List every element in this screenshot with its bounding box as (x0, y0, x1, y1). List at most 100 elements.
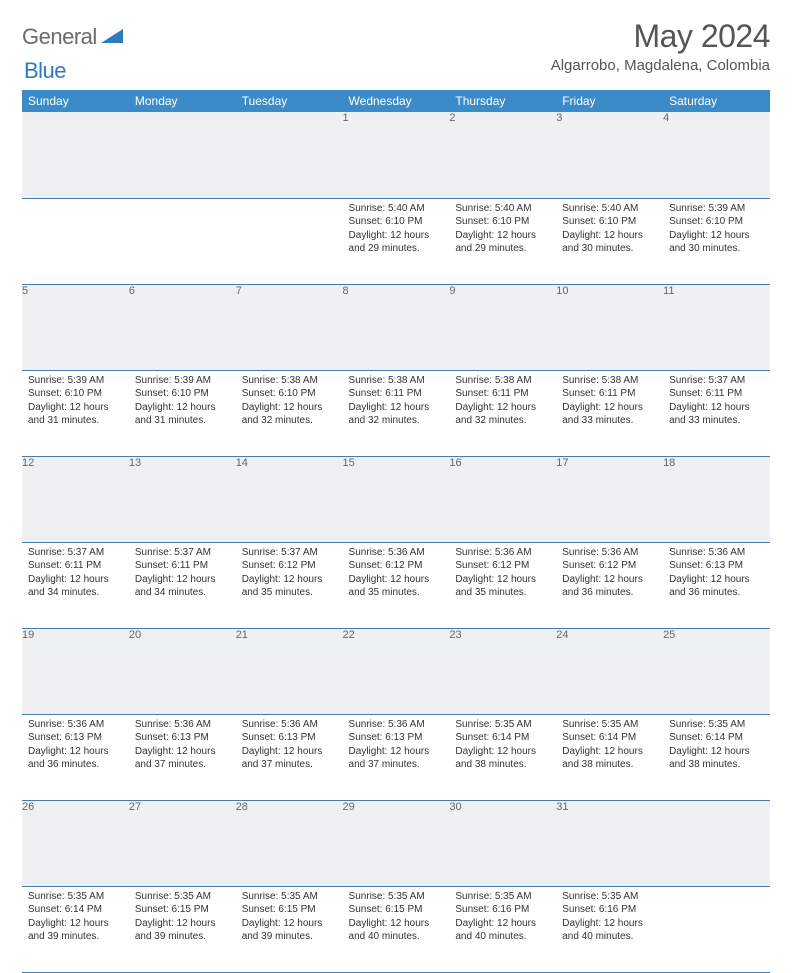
day-number: 10 (556, 284, 663, 370)
weekday-header: Friday (556, 90, 663, 112)
day-details: Sunrise: 5:35 AMSunset: 6:15 PMDaylight:… (236, 887, 343, 950)
calendar-header-row: SundayMondayTuesdayWednesdayThursdayFrid… (22, 90, 770, 112)
day-number: 14 (236, 456, 343, 542)
day-number: 24 (556, 628, 663, 714)
day-cell: Sunrise: 5:36 AMSunset: 6:12 PMDaylight:… (343, 542, 450, 628)
logo-word-general: General (22, 24, 97, 50)
logo-triangle-icon (101, 25, 123, 48)
location-text: Algarrobo, Magdalena, Colombia (551, 57, 770, 74)
day-content-row: Sunrise: 5:37 AMSunset: 6:11 PMDaylight:… (22, 542, 770, 628)
day-details: Sunrise: 5:35 AMSunset: 6:14 PMDaylight:… (663, 715, 770, 778)
day-number (129, 112, 236, 198)
day-cell: Sunrise: 5:35 AMSunset: 6:16 PMDaylight:… (556, 886, 663, 972)
day-cell (22, 198, 129, 284)
day-cell: Sunrise: 5:35 AMSunset: 6:14 PMDaylight:… (449, 714, 556, 800)
day-details: Sunrise: 5:39 AMSunset: 6:10 PMDaylight:… (663, 199, 770, 262)
day-number: 17 (556, 456, 663, 542)
day-number: 12 (22, 456, 129, 542)
day-number (22, 112, 129, 198)
day-details: Sunrise: 5:37 AMSunset: 6:11 PMDaylight:… (22, 543, 129, 606)
day-number: 9 (449, 284, 556, 370)
day-cell: Sunrise: 5:40 AMSunset: 6:10 PMDaylight:… (449, 198, 556, 284)
day-cell: Sunrise: 5:36 AMSunset: 6:13 PMDaylight:… (22, 714, 129, 800)
day-number: 20 (129, 628, 236, 714)
day-details: Sunrise: 5:35 AMSunset: 6:15 PMDaylight:… (343, 887, 450, 950)
day-number (236, 112, 343, 198)
weekday-header: Thursday (449, 90, 556, 112)
day-number: 26 (22, 800, 129, 886)
day-details: Sunrise: 5:38 AMSunset: 6:11 PMDaylight:… (449, 371, 556, 434)
day-cell: Sunrise: 5:36 AMSunset: 6:13 PMDaylight:… (343, 714, 450, 800)
day-cell: Sunrise: 5:35 AMSunset: 6:15 PMDaylight:… (236, 886, 343, 972)
weekday-header: Saturday (663, 90, 770, 112)
day-details: Sunrise: 5:35 AMSunset: 6:14 PMDaylight:… (22, 887, 129, 950)
day-cell: Sunrise: 5:38 AMSunset: 6:11 PMDaylight:… (556, 370, 663, 456)
day-number: 28 (236, 800, 343, 886)
day-number: 4 (663, 112, 770, 198)
day-content-row: Sunrise: 5:35 AMSunset: 6:14 PMDaylight:… (22, 886, 770, 972)
day-cell: Sunrise: 5:39 AMSunset: 6:10 PMDaylight:… (22, 370, 129, 456)
day-cell: Sunrise: 5:39 AMSunset: 6:10 PMDaylight:… (663, 198, 770, 284)
day-cell: Sunrise: 5:36 AMSunset: 6:13 PMDaylight:… (663, 542, 770, 628)
day-number: 7 (236, 284, 343, 370)
day-details: Sunrise: 5:38 AMSunset: 6:10 PMDaylight:… (236, 371, 343, 434)
day-cell (236, 198, 343, 284)
day-details: Sunrise: 5:36 AMSunset: 6:13 PMDaylight:… (663, 543, 770, 606)
day-number-row: 567891011 (22, 284, 770, 370)
day-cell: Sunrise: 5:37 AMSunset: 6:12 PMDaylight:… (236, 542, 343, 628)
day-number (663, 800, 770, 886)
weekday-header: Wednesday (343, 90, 450, 112)
day-number: 5 (22, 284, 129, 370)
day-cell: Sunrise: 5:40 AMSunset: 6:10 PMDaylight:… (343, 198, 450, 284)
day-details: Sunrise: 5:35 AMSunset: 6:15 PMDaylight:… (129, 887, 236, 950)
day-number: 18 (663, 456, 770, 542)
day-details: Sunrise: 5:36 AMSunset: 6:12 PMDaylight:… (556, 543, 663, 606)
day-number: 25 (663, 628, 770, 714)
day-number: 30 (449, 800, 556, 886)
day-number: 8 (343, 284, 450, 370)
day-number: 16 (449, 456, 556, 542)
day-details: Sunrise: 5:36 AMSunset: 6:13 PMDaylight:… (22, 715, 129, 778)
day-details: Sunrise: 5:36 AMSunset: 6:13 PMDaylight:… (343, 715, 450, 778)
day-details: Sunrise: 5:37 AMSunset: 6:11 PMDaylight:… (129, 543, 236, 606)
day-number-row: 262728293031 (22, 800, 770, 886)
day-cell: Sunrise: 5:35 AMSunset: 6:14 PMDaylight:… (556, 714, 663, 800)
day-details: Sunrise: 5:36 AMSunset: 6:12 PMDaylight:… (343, 543, 450, 606)
day-content-row: Sunrise: 5:39 AMSunset: 6:10 PMDaylight:… (22, 370, 770, 456)
logo: General (22, 24, 125, 50)
day-details: Sunrise: 5:40 AMSunset: 6:10 PMDaylight:… (449, 199, 556, 262)
day-number: 2 (449, 112, 556, 198)
day-details: Sunrise: 5:37 AMSunset: 6:12 PMDaylight:… (236, 543, 343, 606)
title-block: May 2024 Algarrobo, Magdalena, Colombia (551, 18, 770, 74)
day-cell: Sunrise: 5:40 AMSunset: 6:10 PMDaylight:… (556, 198, 663, 284)
day-details: Sunrise: 5:35 AMSunset: 6:14 PMDaylight:… (556, 715, 663, 778)
day-cell: Sunrise: 5:38 AMSunset: 6:11 PMDaylight:… (343, 370, 450, 456)
day-cell: Sunrise: 5:35 AMSunset: 6:14 PMDaylight:… (22, 886, 129, 972)
logo-word-blue: Blue (24, 58, 66, 83)
day-cell: Sunrise: 5:36 AMSunset: 6:13 PMDaylight:… (129, 714, 236, 800)
day-number: 1 (343, 112, 450, 198)
day-cell: Sunrise: 5:37 AMSunset: 6:11 PMDaylight:… (129, 542, 236, 628)
month-title: May 2024 (551, 18, 770, 55)
day-details: Sunrise: 5:39 AMSunset: 6:10 PMDaylight:… (129, 371, 236, 434)
day-details: Sunrise: 5:40 AMSunset: 6:10 PMDaylight:… (343, 199, 450, 262)
day-cell (663, 886, 770, 972)
day-number: 23 (449, 628, 556, 714)
day-cell: Sunrise: 5:35 AMSunset: 6:16 PMDaylight:… (449, 886, 556, 972)
calendar-table: SundayMondayTuesdayWednesdayThursdayFrid… (22, 90, 770, 973)
day-details: Sunrise: 5:38 AMSunset: 6:11 PMDaylight:… (556, 371, 663, 434)
day-number: 11 (663, 284, 770, 370)
day-number-row: 1234 (22, 112, 770, 198)
day-number: 6 (129, 284, 236, 370)
day-details: Sunrise: 5:35 AMSunset: 6:16 PMDaylight:… (556, 887, 663, 950)
day-details: Sunrise: 5:37 AMSunset: 6:11 PMDaylight:… (663, 371, 770, 434)
day-details: Sunrise: 5:36 AMSunset: 6:13 PMDaylight:… (129, 715, 236, 778)
day-details: Sunrise: 5:40 AMSunset: 6:10 PMDaylight:… (556, 199, 663, 262)
weekday-header: Monday (129, 90, 236, 112)
day-number-row: 12131415161718 (22, 456, 770, 542)
day-details: Sunrise: 5:35 AMSunset: 6:14 PMDaylight:… (449, 715, 556, 778)
day-cell: Sunrise: 5:39 AMSunset: 6:10 PMDaylight:… (129, 370, 236, 456)
day-cell: Sunrise: 5:36 AMSunset: 6:12 PMDaylight:… (449, 542, 556, 628)
weekday-header: Sunday (22, 90, 129, 112)
day-cell: Sunrise: 5:37 AMSunset: 6:11 PMDaylight:… (663, 370, 770, 456)
